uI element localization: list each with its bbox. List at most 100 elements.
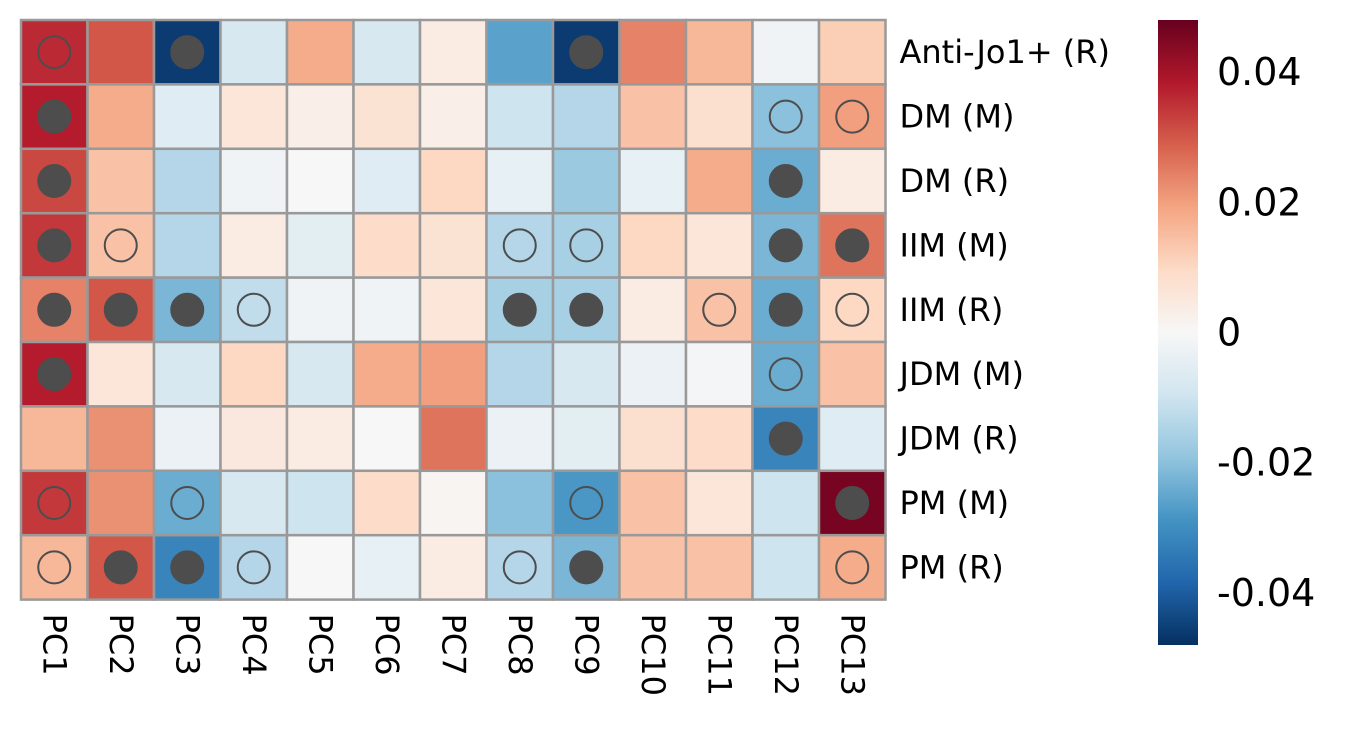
heatmap-cell xyxy=(219,18,289,86)
heatmap-cell xyxy=(684,405,754,473)
heatmap-cell xyxy=(352,18,422,86)
heatmap-cell xyxy=(551,211,621,279)
heatmap-cell xyxy=(285,340,355,408)
heatmap-cell xyxy=(219,276,289,344)
open-circle-marker xyxy=(103,228,138,263)
heatmap-cell xyxy=(152,83,222,151)
heatmap-cell xyxy=(751,469,821,537)
heatmap-cell xyxy=(684,533,754,601)
column-label: PC1 xyxy=(35,614,73,676)
heatmap-cell xyxy=(352,340,422,408)
column-label: PC2 xyxy=(102,614,140,676)
filled-circle-marker xyxy=(37,357,72,392)
heatmap-cell xyxy=(817,83,887,151)
open-circle-marker xyxy=(236,292,271,327)
filled-circle-marker xyxy=(768,421,803,456)
heatmap-cell xyxy=(352,83,422,151)
heatmap-cell xyxy=(684,83,754,151)
filled-circle-marker xyxy=(37,164,72,198)
heatmap-cell xyxy=(352,147,422,215)
heatmap-cell xyxy=(817,405,887,473)
heatmap-cell xyxy=(86,147,156,215)
heatmap-cell xyxy=(684,340,754,408)
heatmap-cell xyxy=(285,469,355,537)
heatmap-cell xyxy=(152,405,222,473)
open-circle-marker xyxy=(569,228,604,263)
heatmap-cell xyxy=(152,469,222,537)
open-circle-marker xyxy=(768,99,803,134)
row-label: PM (M) xyxy=(900,484,1010,522)
heatmap-cell xyxy=(618,83,688,151)
heatmap-cell xyxy=(352,533,422,601)
filled-circle-marker xyxy=(103,550,138,585)
filled-circle-marker xyxy=(103,292,138,327)
heatmap-cell xyxy=(684,469,754,537)
open-circle-marker xyxy=(37,550,72,585)
colorbar-tick-label: 0.04 xyxy=(1217,50,1302,94)
row-label: IIM (M) xyxy=(900,226,1009,264)
heatmap-markers xyxy=(37,35,870,585)
heatmap-cell xyxy=(418,405,488,473)
heatmap-cell xyxy=(285,147,355,215)
filled-circle-marker xyxy=(835,486,870,520)
heatmap-cell xyxy=(418,469,488,537)
filled-circle-marker xyxy=(37,228,72,263)
heatmap-cell xyxy=(485,340,555,408)
heatmap-cell xyxy=(418,276,488,344)
column-label: PC5 xyxy=(301,614,339,676)
heatmap-cell xyxy=(19,533,89,601)
colorbar-tick-label: -0.02 xyxy=(1217,441,1315,485)
open-circle-marker xyxy=(502,550,537,585)
heatmap-cell xyxy=(817,533,887,601)
open-circle-marker xyxy=(835,99,870,134)
heatmap-cell xyxy=(219,469,289,537)
column-label: PC8 xyxy=(501,614,539,676)
open-circle-marker xyxy=(37,35,72,70)
row-label: JDM (R) xyxy=(898,420,1019,458)
filled-circle-marker xyxy=(835,228,870,263)
heatmap-cell xyxy=(485,405,555,473)
heatmap-cell xyxy=(86,211,156,279)
heatmap-cell xyxy=(152,211,222,279)
heatmap-cell xyxy=(485,147,555,215)
filled-circle-marker xyxy=(170,292,205,327)
open-circle-marker xyxy=(502,228,537,263)
heatmap-cell xyxy=(418,340,488,408)
column-label: PC6 xyxy=(368,614,406,676)
colorbar-tick-label: -0.04 xyxy=(1217,571,1315,615)
heatmap-cell xyxy=(86,18,156,86)
column-label: PC11 xyxy=(700,614,738,696)
row-label: DM (M) xyxy=(900,98,1015,136)
heatmap-cell xyxy=(618,533,688,601)
heatmap-cell xyxy=(485,18,555,86)
heatmap-cell xyxy=(418,147,488,215)
open-circle-marker xyxy=(768,357,803,392)
open-circle-marker xyxy=(569,486,604,520)
heatmap-cell xyxy=(285,83,355,151)
heatmap-cell xyxy=(551,83,621,151)
filled-circle-marker xyxy=(37,99,72,134)
colorbar: 0.04 0.02 0 -0.02 -0.04 xyxy=(1158,20,1315,645)
filled-circle-marker xyxy=(768,164,803,198)
heatmap-cell xyxy=(285,276,355,344)
heatmap-cell xyxy=(817,18,887,86)
heatmap-cell xyxy=(551,147,621,215)
filled-circle-marker xyxy=(768,228,803,263)
heatmap-cells xyxy=(19,18,887,601)
heatmap-cell xyxy=(285,405,355,473)
heatmap-cell xyxy=(285,211,355,279)
colorbar-tick-label: 0 xyxy=(1217,311,1241,355)
heatmap-cell xyxy=(618,469,688,537)
row-labels: Anti-Jo1+ (R) DM (M) DM (R) IIM (M) IIM (R) J… xyxy=(898,33,1111,586)
heatmap-cell xyxy=(352,405,422,473)
heatmap-cell xyxy=(86,340,156,408)
heatmap-cell xyxy=(418,18,488,86)
open-circle-marker xyxy=(835,550,870,585)
heatmap-cell xyxy=(817,340,887,408)
row-label: Anti-Jo1+ (R) xyxy=(900,33,1111,71)
column-label: PC4 xyxy=(235,614,273,676)
heatmap-cell xyxy=(219,340,289,408)
heatmap-cell xyxy=(418,211,488,279)
column-labels: PC1 PC2 PC3 PC4 PC5 PC6 PC7 PC8 PC9 PC10 PC11 PC12 P… xyxy=(35,614,871,696)
